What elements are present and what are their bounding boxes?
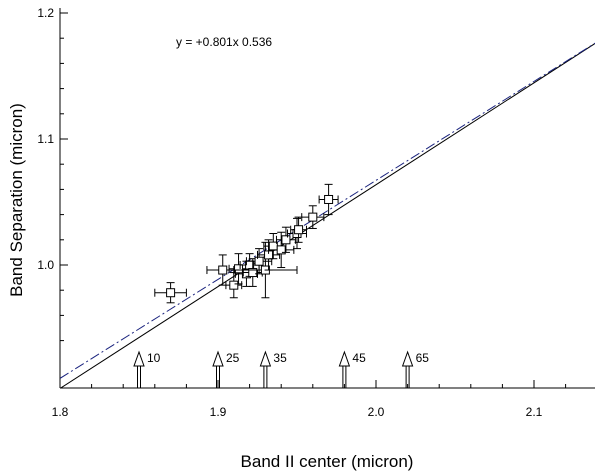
arrow-label: 65 [416,351,430,365]
data-point [225,272,243,299]
point-marker [324,194,334,204]
arrow-label: 10 [147,351,161,365]
point-marker [308,212,318,222]
arrow-marker: 35 [259,350,287,388]
y-tick-label: 1.1 [37,132,54,146]
arrow-marker: 25 [212,350,240,388]
point-marker [234,264,244,274]
arrow-head [212,350,224,367]
point-marker [294,225,304,235]
x-tick-label: 2.0 [368,405,385,419]
x-tick-label: 1.8 [52,405,69,419]
dashed-fit-line [60,42,595,379]
solid-fit-line [60,42,595,388]
y-axis-title: Band Separation (micron) [7,103,26,297]
arrow-label: 35 [273,351,287,365]
point-marker [281,235,291,245]
arrow-head [259,350,272,367]
arrow-marker: 65 [401,350,430,388]
arrow-label: 25 [226,351,240,365]
point-marker [218,265,228,275]
point-marker [254,256,264,266]
point-marker [276,245,286,255]
arrow-label: 45 [352,351,366,365]
data-point [268,231,295,269]
point-marker [229,280,239,290]
x-axis-title: Band II center (micron) [241,452,414,471]
data-point [318,183,339,216]
arrow-marker: 45 [338,350,366,388]
arrow-head [401,350,414,367]
y-tick-label: 1.0 [37,258,54,272]
arrow-head [338,350,351,367]
data-point [257,239,281,271]
data-point [154,282,187,304]
point-marker [248,268,258,278]
arrow-marker: 10 [133,350,161,388]
x-tick-label: 1.9 [210,405,227,419]
equation-annotation: y = +0.801x 0.536 [176,35,272,49]
arrow-head [133,350,145,367]
x-tick-label: 2.1 [526,405,543,419]
point-marker [166,288,176,298]
y-tick-label: 1.2 [37,6,54,20]
data-point [301,205,325,229]
